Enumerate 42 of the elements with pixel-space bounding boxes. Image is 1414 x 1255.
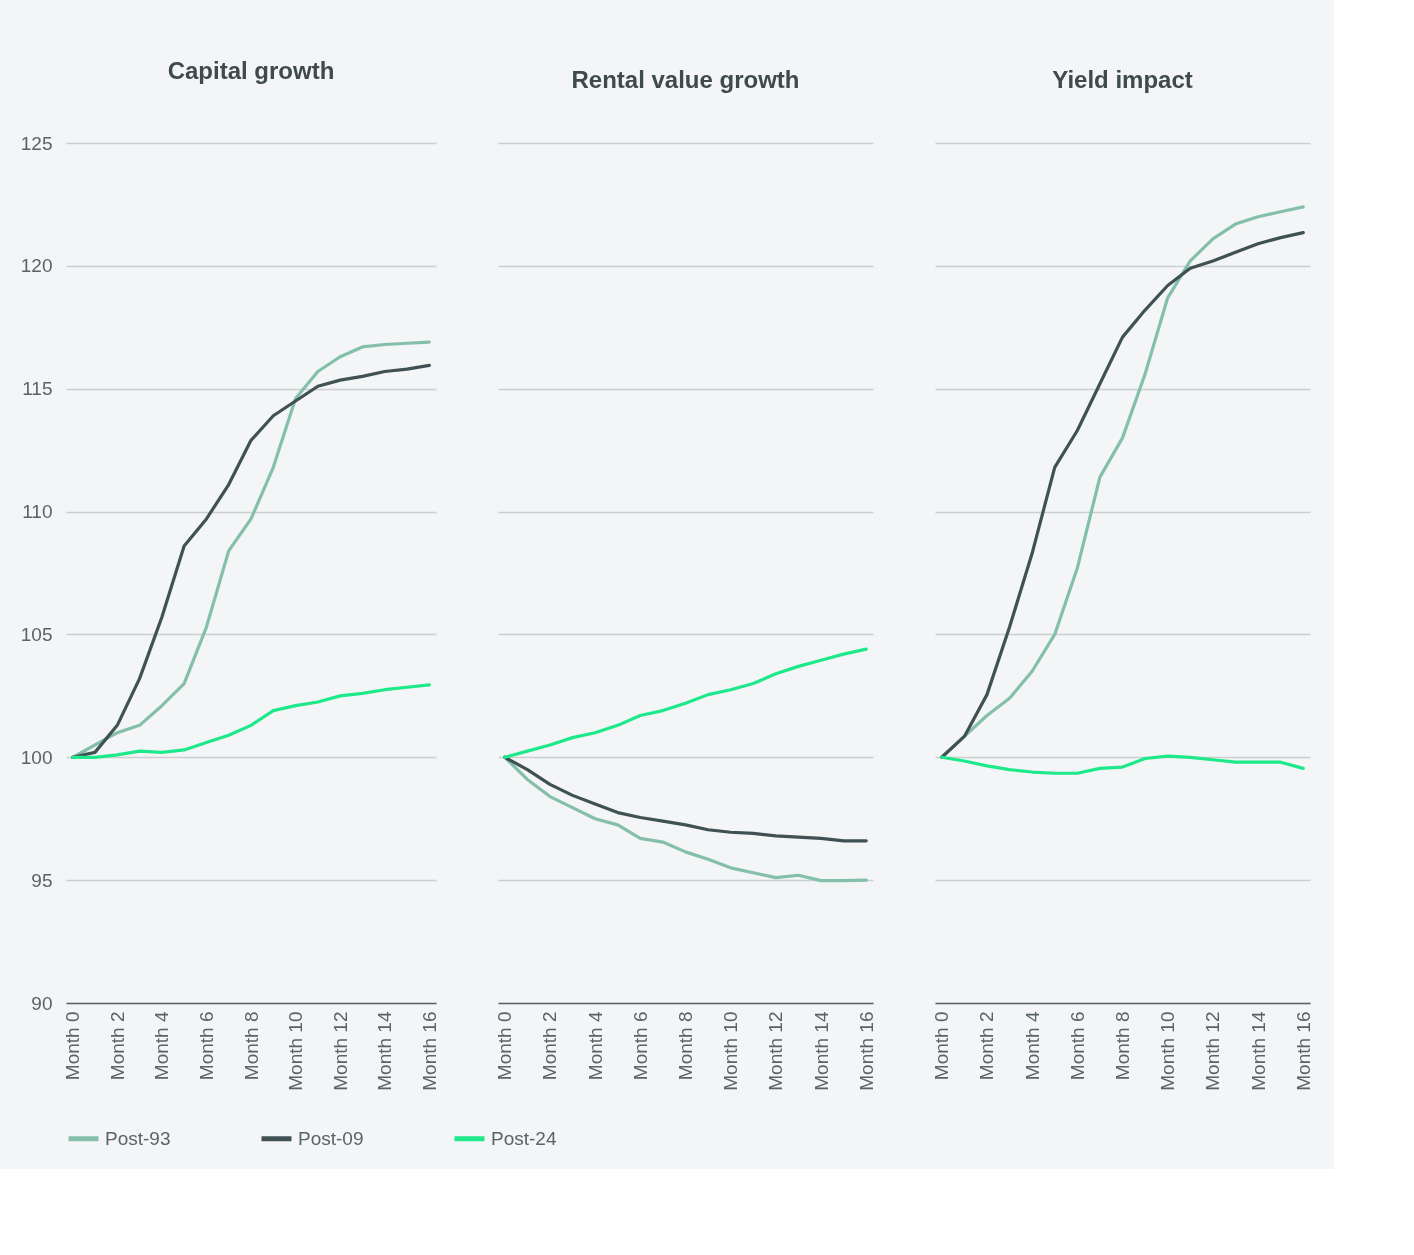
x-tick-label: Month 4 — [1021, 1011, 1043, 1081]
x-tick-label: Month 2 — [539, 1011, 561, 1081]
x-tick-label: Month 0 — [62, 1011, 84, 1081]
y-tick-label: 90 — [31, 992, 53, 1014]
legend-label: Post-24 — [491, 1127, 557, 1149]
chart-title: Yield impact — [1052, 66, 1193, 93]
x-tick-label: Month 16 — [418, 1011, 440, 1091]
x-tick-label: Month 4 — [151, 1011, 173, 1081]
line-series — [71, 683, 431, 759]
x-tick-label: Month 12 — [765, 1011, 787, 1091]
x-tick-label: Month 14 — [810, 1011, 832, 1091]
x-tick-label: Month 0 — [931, 1011, 953, 1081]
x-tick-label: Month 16 — [855, 1011, 877, 1091]
x-tick-label: Month 6 — [1066, 1011, 1088, 1081]
y-tick-label: 100 — [20, 746, 53, 768]
x-tick-label: Month 12 — [329, 1011, 351, 1091]
y-tick-label: 110 — [22, 501, 53, 523]
x-tick-label: Month 6 — [195, 1011, 217, 1081]
x-tick-label: Month 6 — [629, 1011, 651, 1081]
x-tick-label: Month 10 — [720, 1011, 742, 1091]
x-tick-label: Month 8 — [240, 1011, 262, 1081]
y-tick-label: 95 — [31, 869, 53, 891]
x-tick-label: Month 10 — [1157, 1011, 1179, 1091]
y-tick-label: 125 — [20, 132, 53, 154]
x-tick-label: Month 10 — [285, 1011, 307, 1091]
x-tick-label: Month 14 — [374, 1011, 396, 1091]
legend-label: Post-93 — [105, 1127, 171, 1149]
x-tick-label: Month 4 — [584, 1011, 606, 1081]
legend-label: Post-09 — [298, 1127, 364, 1149]
x-tick-label: Month 12 — [1202, 1011, 1224, 1091]
y-tick-label: 115 — [22, 378, 53, 400]
x-tick-label: Month 0 — [494, 1011, 516, 1081]
chart-title: Rental value growth — [571, 66, 800, 93]
x-tick-label: Month 8 — [675, 1011, 696, 1081]
chart-title: Capital growth — [167, 57, 335, 84]
x-tick-label: Month 2 — [976, 1011, 998, 1081]
x-tick-label: Month 2 — [106, 1011, 128, 1081]
x-tick-label: Month 16 — [1292, 1011, 1314, 1091]
x-tick-label: Month 14 — [1247, 1011, 1269, 1091]
x-tick-label: Month 8 — [1112, 1011, 1133, 1081]
y-tick-label: 105 — [20, 623, 53, 645]
y-tick-label: 120 — [20, 255, 53, 277]
